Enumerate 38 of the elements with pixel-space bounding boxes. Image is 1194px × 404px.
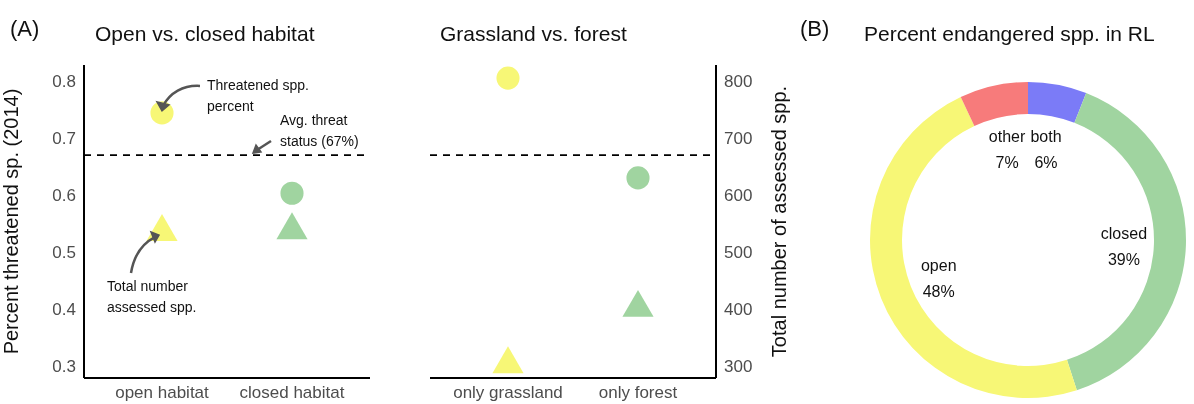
y2-tick-label: 800 <box>724 72 753 91</box>
data-label: 6% <box>1034 153 1058 171</box>
y2-tick-label: 600 <box>724 186 753 206</box>
slice-label: both <box>1030 127 1062 145</box>
slice-label: open <box>920 257 957 275</box>
y-tick-label: 0.7 <box>52 129 76 149</box>
data-label: 39% <box>1107 251 1140 269</box>
chart-title: Open vs. closed habitat <box>95 22 315 46</box>
slice-label: other <box>988 128 1026 146</box>
data-label: 7% <box>995 154 1019 172</box>
donut-slice <box>960 82 1028 126</box>
annotation: Threatened spp. percent <box>207 76 309 114</box>
y2-tick-label: 700 <box>724 129 753 149</box>
donut-slice <box>1066 93 1186 391</box>
y2-tick-label: 400 <box>724 300 753 320</box>
text: (B) <box>800 15 830 43</box>
y-tick-label: 0.3 <box>52 357 76 377</box>
y-tick-label: 0.5 <box>52 243 76 263</box>
x-tick-label: closed habitat <box>239 383 345 403</box>
chart-title: Percent endangered spp. in RL <box>864 22 1155 46</box>
ref-line-label: Avg. threat status (67%) <box>280 111 360 151</box>
y2-tick-label: 500 <box>724 243 753 263</box>
x-tick-label: only forest <box>598 383 678 403</box>
data-label: 48% <box>922 283 955 301</box>
y2-axis-title: Total number of assessed spp. <box>768 85 790 358</box>
donut-slice <box>870 97 1077 398</box>
donut-slice <box>1028 82 1087 123</box>
y-axis-title: Percent threatened sp. (2014) <box>0 88 22 355</box>
annotation: Total number assessed spp. <box>107 277 198 318</box>
y-tick-label: 0.6 <box>52 186 76 206</box>
chart-title: Grassland vs. forest <box>440 22 627 46</box>
text: (A) <box>10 15 40 43</box>
x-tick-label: only grassland <box>453 383 563 403</box>
slice-label: closed <box>1100 225 1148 243</box>
y2-tick-label: 300 <box>724 357 753 377</box>
y-tick-label: 0.4 <box>52 300 76 320</box>
y-tick-label: 0.8 <box>52 72 76 91</box>
x-tick-label: open habitat <box>115 383 210 403</box>
